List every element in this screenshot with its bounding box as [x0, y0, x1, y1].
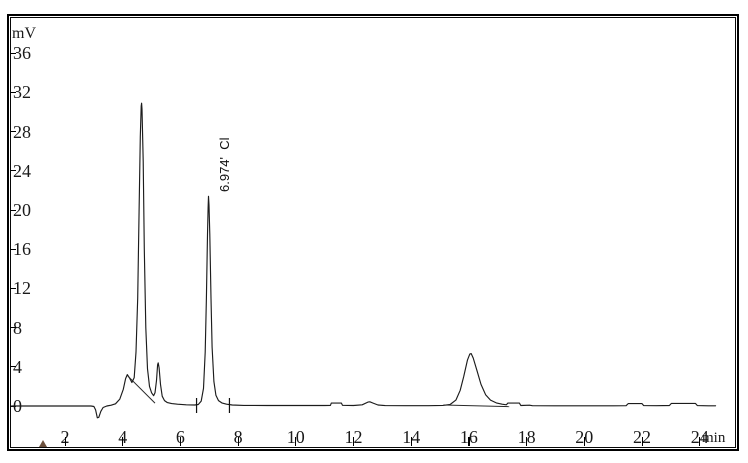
y-tick-label: 20	[13, 200, 31, 220]
y-tick-label: 12	[13, 278, 31, 299]
y-tick-mark	[10, 287, 16, 290]
y-tick-label: 16	[13, 239, 31, 260]
y-axis-unit-label: mV	[12, 25, 36, 42]
y-tick-mark	[10, 131, 16, 133]
peak-annotation-cl: 6.974' Cl	[217, 137, 232, 192]
injection-marker-icon	[39, 440, 48, 447]
x-tick-mark	[122, 437, 124, 446]
detector-signal-trace	[11, 102, 717, 419]
y-tick-label: 24	[13, 160, 31, 181]
x-tick-mark	[237, 437, 239, 446]
x-tick-mark	[179, 437, 182, 446]
y-tick-label: 36	[13, 43, 31, 64]
y-tick-label: 28	[13, 121, 31, 142]
x-tick-mark	[641, 437, 643, 446]
y-tick-mark	[10, 327, 16, 329]
x-tick-mark	[410, 437, 412, 446]
y-tick-mark	[10, 170, 16, 172]
x-tick-mark	[468, 437, 470, 446]
y-tick-label: 32	[13, 82, 31, 103]
y-tick-mark	[10, 52, 16, 54]
y-tick-mark	[10, 91, 16, 94]
chart-frame	[7, 14, 739, 451]
x-tick-mark	[64, 437, 66, 446]
x-axis-unit-label: min	[702, 430, 726, 446]
x-tick-mark	[526, 437, 528, 446]
x-tick-mark	[295, 437, 297, 446]
y-tick-mark	[10, 209, 16, 211]
y-tick-label: 4	[13, 356, 22, 377]
integration-baseline	[443, 404, 510, 408]
x-tick-mark	[353, 437, 355, 446]
y-tick-label: 8	[13, 317, 22, 338]
x-tick-mark	[699, 437, 701, 446]
y-tick-mark	[10, 248, 16, 250]
y-tick-mark	[10, 366, 16, 368]
chart-frame-inner-line	[10, 17, 736, 448]
x-tick-mark	[583, 437, 585, 446]
integration-baseline	[127, 375, 156, 404]
